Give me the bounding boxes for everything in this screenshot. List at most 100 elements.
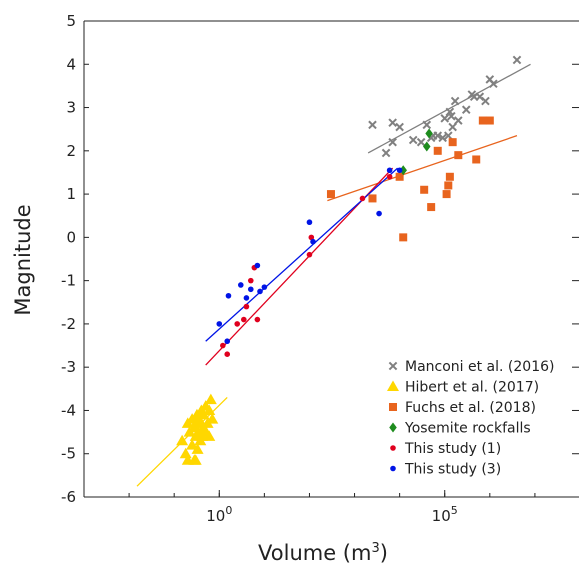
point-series-4: [220, 342, 226, 349]
legend-marker-3: [389, 422, 397, 433]
y-axis-label: Magnitude: [11, 204, 35, 315]
point-series-5: [225, 292, 232, 299]
legend-label-4: This study (1): [404, 441, 501, 457]
point-series-5: [376, 210, 382, 217]
point-series-4: [234, 321, 241, 327]
legend-marker-1: [387, 380, 399, 391]
point-series-2: [433, 146, 442, 155]
point-series-0: [447, 111, 456, 121]
point-series-4: [306, 251, 313, 258]
point-series-4: [359, 195, 366, 202]
y-tick-label: 3: [66, 99, 76, 117]
point-series-1: [186, 439, 199, 450]
legend-label-2: Fuchs et al. (2018): [405, 400, 536, 416]
point-series-0: [381, 148, 391, 158]
y-tick-label: -4: [61, 401, 76, 419]
x-axis-label: Volume (m3): [258, 541, 388, 565]
x-axis-label-text: Volume (m: [258, 541, 371, 565]
point-series-2: [472, 155, 481, 164]
legend-marker-0: [388, 361, 398, 371]
point-series-0: [489, 79, 498, 89]
point-series-5: [396, 167, 403, 174]
point-series-2: [485, 116, 494, 125]
point-series-5: [224, 338, 231, 345]
point-series-1: [191, 443, 204, 454]
y-tick-label: -6: [61, 488, 76, 506]
point-series-0: [408, 135, 418, 145]
y-tick-label: -2: [61, 315, 76, 333]
y-tick-label: 1: [66, 185, 76, 203]
fit-line-2: [327, 135, 518, 202]
point-series-5: [386, 167, 393, 174]
point-series-0: [481, 96, 490, 106]
point-series-2: [368, 194, 377, 203]
fit-line-0: [367, 63, 531, 154]
point-series-3: [399, 165, 407, 176]
point-series-0: [388, 118, 397, 127]
point-series-0: [448, 122, 457, 132]
point-series-4: [386, 173, 393, 180]
point-series-0: [388, 137, 397, 147]
point-series-5: [261, 284, 268, 290]
point-series-2: [454, 151, 463, 160]
point-series-1: [197, 408, 210, 420]
fit-line-5: [205, 167, 399, 342]
point-series-1: [189, 454, 202, 465]
point-series-0: [512, 55, 522, 65]
legend-marker-5: [390, 465, 396, 472]
point-series-2: [442, 190, 451, 199]
point-series-0: [395, 122, 404, 132]
y-tick-label: -5: [61, 445, 76, 463]
point-series-1: [181, 454, 194, 465]
point-series-4: [254, 316, 261, 323]
point-series-2: [326, 190, 335, 199]
point-series-4: [224, 351, 231, 358]
y-tick-label: 2: [66, 142, 76, 160]
point-series-0: [368, 120, 377, 130]
axes: 5 4 3 2 1 0 -1 -2 -3 -4 -5 -6 100 105: [61, 12, 579, 525]
point-series-5: [254, 262, 261, 269]
point-series-0: [461, 105, 471, 115]
legend-label-5: This study (3): [404, 462, 501, 478]
x-tick-label: 100: [206, 504, 232, 525]
point-series-3: [423, 141, 431, 152]
point-series-2: [448, 138, 457, 147]
point-series-5: [243, 295, 250, 301]
point-series-5: [247, 286, 254, 293]
point-series-2: [420, 185, 429, 194]
point-series-1: [203, 404, 216, 415]
point-series-1: [179, 447, 192, 459]
y-tick-label: -3: [61, 358, 76, 376]
point-series-5: [306, 219, 313, 226]
legend-label-0: Manconi et al. (2016): [405, 359, 554, 375]
point-series-2: [427, 203, 436, 212]
legend-marker-4: [390, 445, 396, 451]
point-series-0: [416, 137, 426, 147]
point-series-5: [216, 321, 223, 327]
point-series-3: [425, 128, 433, 139]
point-series-2: [444, 181, 453, 190]
legend-label-1: Hibert et al. (2017): [405, 380, 539, 396]
point-series-2: [478, 116, 487, 125]
legend: Manconi et al. (2016) Hibert et al. (2017…: [387, 359, 554, 478]
point-series-2: [445, 172, 454, 181]
y-tick-label: 5: [66, 12, 76, 30]
point-series-1: [176, 434, 189, 446]
point-series-5: [310, 238, 316, 245]
point-series-1: [203, 430, 216, 441]
legend-marker-2: [389, 403, 397, 411]
point-series-2: [399, 233, 408, 242]
point-series-4: [241, 316, 247, 323]
legend-label-3: Yosemite rockfalls: [404, 421, 531, 437]
y-tick-label: 4: [66, 55, 76, 73]
point-series-5: [257, 288, 263, 295]
data-points: [176, 55, 522, 465]
point-series-1: [204, 393, 217, 405]
point-series-0: [438, 133, 447, 143]
point-series-0: [422, 120, 432, 130]
point-series-1: [206, 413, 219, 424]
point-series-4: [247, 277, 254, 284]
x-axis-label-sup: 3: [371, 541, 379, 556]
point-series-0: [443, 131, 453, 140]
